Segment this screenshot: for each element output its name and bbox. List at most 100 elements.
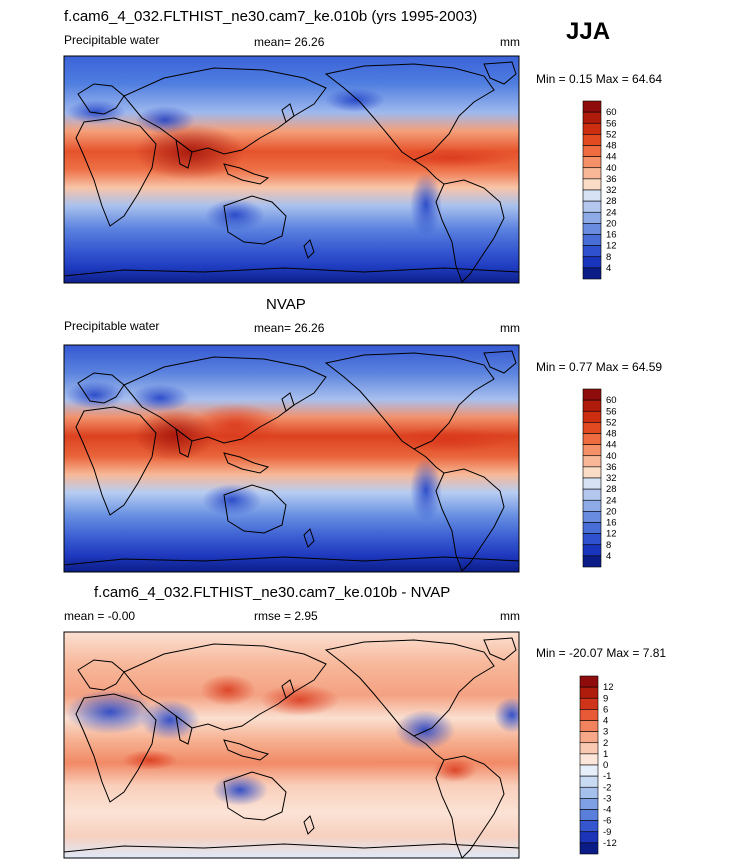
colorbar-tick-label: -4 [603,805,611,816]
colorbar-swatch [582,455,602,468]
coastline [223,771,287,821]
coastline [123,67,327,155]
coastline [324,639,495,737]
panel1-field [64,56,519,283]
panel3-positive-pacific [260,684,340,716]
colorbar-swatch [582,433,602,445]
coastline [435,468,505,572]
panel3-field [64,632,519,858]
colorbar-swatch [582,267,602,280]
coastline [75,693,157,803]
colorbar-swatch [582,245,602,258]
colorbar-swatch [582,444,602,457]
colorbar-tick-label: 48 [606,141,617,152]
colorbar-tick-label: 0 [603,760,608,771]
colorbar-tick-label: 16 [606,230,617,241]
colorbar-tick-label: -12 [603,838,617,849]
colorbar-swatch [582,511,602,523]
colorbar-swatch [579,764,599,777]
colorbar-tick-label: 32 [606,185,617,196]
panel3-map [64,632,519,858]
coastline [223,452,270,474]
colorbar-tick-label: 8 [606,252,611,263]
coastline [483,637,517,661]
colorbar-swatch [582,111,602,124]
colorbar-swatch [582,156,602,169]
colorbar-swatch [582,477,602,490]
panel2-field [64,345,519,572]
panel2-dry-australia [202,484,262,516]
panel1-dry-andes [410,173,442,237]
panel2-dry-asia [130,384,190,412]
colorbar-swatch [582,399,602,412]
panel3-negative-australia [212,774,268,806]
panel2-frame [63,344,520,573]
colorbar-swatch [582,555,602,568]
colorbar-tick-label: 28 [606,484,617,495]
colorbar-tick-label: 32 [606,473,617,484]
colorbar-swatch [582,178,602,191]
colorbar-swatch [579,686,599,699]
coastline [123,356,327,444]
colorbar-tick-label: 3 [603,727,608,738]
coastline [303,239,315,259]
panel1-minmax: Min = 0.15 Max = 64.64 [536,72,663,86]
colorbar-swatch [582,122,602,135]
colorbar-swatch [582,544,602,557]
colorbar-tick-label: 16 [606,518,617,529]
coastline [175,427,193,458]
colorbar-tick-label: 52 [606,417,617,428]
colorbar-tick-label: 24 [606,495,617,506]
panel1-units: mm [500,35,520,49]
colorbar-swatch [582,466,602,479]
colorbar-swatch [582,167,602,180]
coastline [77,83,125,115]
coastline [63,267,520,277]
colorbar-tick-label: 9 [603,693,608,704]
coastline [324,352,495,450]
colorbar-swatch [582,100,602,113]
coastline [324,63,495,161]
coastline [413,735,445,761]
colorbar-tick-label: -1 [603,771,611,782]
colorbar-swatch [579,742,599,755]
colorbar-swatch [582,134,602,146]
panel2-units: mm [500,321,520,335]
colorbar-tick-label: 24 [606,207,617,218]
panel2-map [64,345,519,572]
colorbar-tick-label: 2 [603,738,608,749]
colorbar-tick-label: 56 [606,118,617,129]
panel2-dry-sahara [65,381,125,409]
colorbar-swatch [582,410,602,423]
coastline [281,392,295,412]
colorbar-swatch [579,675,599,688]
coastline [123,643,327,731]
panel3-mean: mean = -0.00 [64,609,136,623]
colorbar-tick-label: 60 [606,395,617,406]
coastline [303,815,315,835]
colorbar-swatch [582,189,602,202]
coastline [303,528,315,548]
panel3-units: mm [500,609,520,623]
panel3-negative-atlantic [494,697,519,733]
colorbar-tick-label: -2 [603,782,611,793]
coastline [413,159,445,185]
colorbar-swatch [582,256,602,269]
coastline [63,556,520,566]
coastline [483,350,517,374]
colorbar-swatch [582,234,602,246]
panel3-minmax: Min = -20.07 Max = 7.81 [536,646,667,660]
colorbar-swatch [582,422,602,434]
panel1-variable-label: Precipitable water [64,33,160,47]
panel3-frame [63,631,520,859]
coastline [223,739,270,761]
panel1-dry-namerica [325,88,385,112]
panel2-minmax: Min = 0.77 Max = 64.59 [536,360,663,374]
colorbar-swatch [582,488,602,501]
colorbar-swatch [579,842,599,855]
colorbar-swatch [582,499,602,512]
coastline [435,179,505,283]
colorbar-swatch [579,831,599,844]
